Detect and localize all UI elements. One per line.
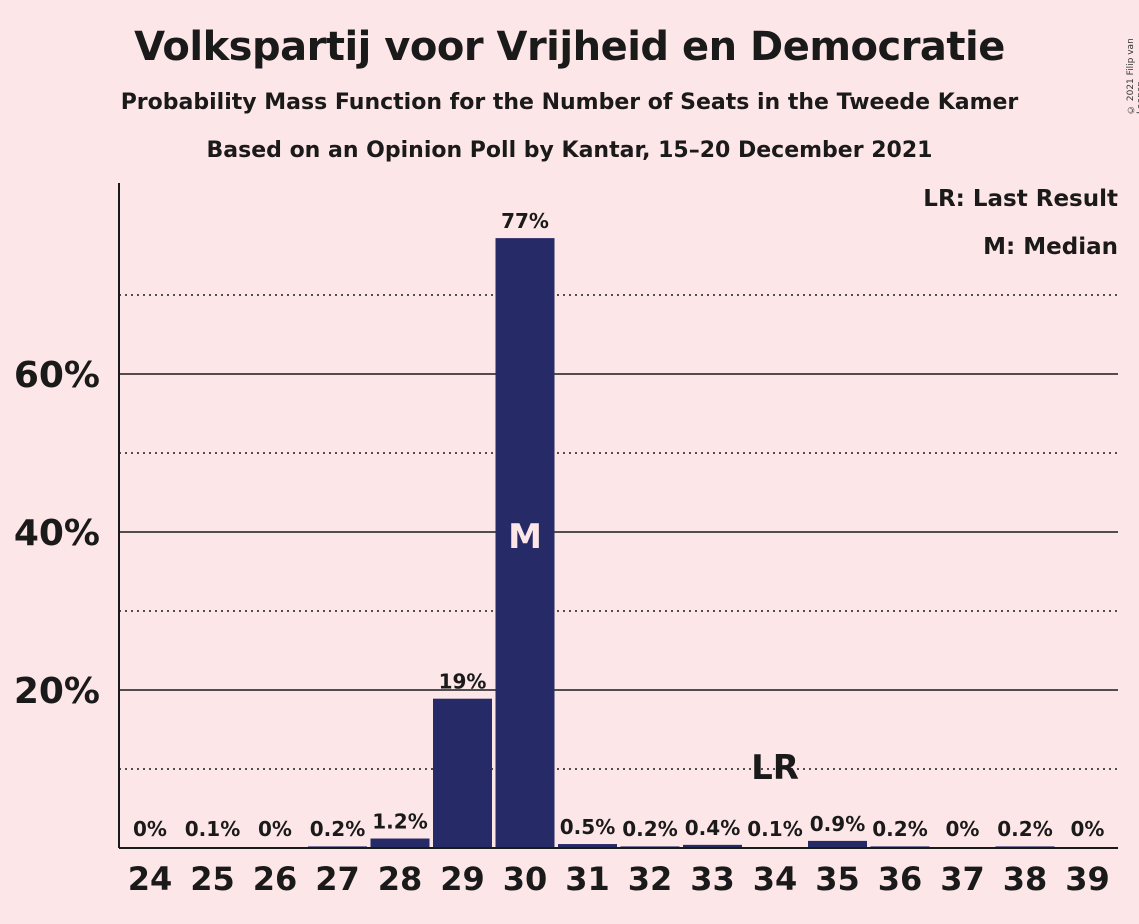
chart-source: Based on an Opinion Poll by Kantar, 15–2… [206,138,933,163]
data-label: 0.2% [872,817,927,841]
data-label: 0.9% [810,812,865,836]
data-label: 0% [946,817,980,841]
bar [683,844,742,848]
last-result-marker: LR [751,748,799,788]
chart-subtitle: Probability Mass Function for the Number… [120,90,1019,115]
bar [495,238,555,848]
data-label: 0.2% [310,817,365,841]
bar [433,698,492,848]
x-tick-label: 24 [128,860,173,898]
data-label: 77% [501,209,549,233]
y-tick-label: 40% [14,513,100,554]
x-tick-label: 37 [940,860,985,898]
data-label: 0.1% [747,817,802,841]
data-label: 0.1% [185,817,240,841]
x-tick-label: 34 [753,860,798,898]
legend-last-result: LR: Last Result [923,186,1118,212]
data-label: 19% [439,670,487,694]
data-label: 0% [258,817,292,841]
y-tick-label: 20% [14,671,100,712]
data-label: 1.2% [372,810,427,834]
data-label: 0.5% [560,815,615,839]
chart-title: Volkspartij voor Vrijheid en Democratie [134,24,1005,70]
data-label: 0.2% [997,817,1052,841]
x-tick-label: 27 [315,860,360,898]
median-marker: M [508,517,542,557]
x-tick-label: 39 [1065,860,1110,898]
y-tick-label: 60% [14,355,100,396]
data-label: 0% [1071,817,1105,841]
x-tick-label: 25 [190,860,235,898]
x-tick-label: 28 [378,860,423,898]
x-tick-label: 30 [503,860,548,898]
x-tick-label: 33 [690,860,735,898]
bar [370,838,430,848]
bar [558,844,617,848]
x-tick-label: 31 [565,860,610,898]
x-tick-label: 36 [878,860,923,898]
data-label: 0% [133,817,167,841]
legend-median: M: Median [983,234,1118,260]
x-tick-label: 38 [1003,860,1048,898]
x-tick-label: 26 [253,860,298,898]
x-tick-label: 29 [440,860,485,898]
bar [808,840,867,848]
x-tick-label: 32 [628,860,673,898]
data-label: 0.2% [622,817,677,841]
x-tick-label: 35 [815,860,860,898]
data-label: 0.4% [685,816,740,840]
